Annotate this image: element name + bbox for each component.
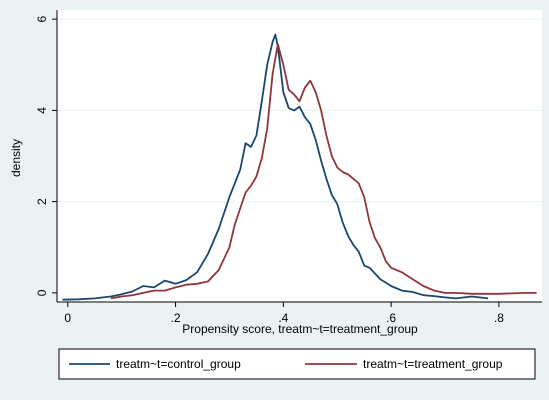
x-tick-label: 0 (64, 311, 71, 325)
legend-box (58, 348, 536, 380)
series-line-treatment (110, 43, 537, 300)
legend-label: treatm~t=treatment_group (363, 357, 503, 371)
series-layer (62, 33, 537, 301)
x-axis-ticks: 0 .2 .4 .6 .8 (64, 302, 504, 325)
legend: treatm~t=control_group treatm~t=treatment… (69, 357, 503, 371)
y-tick-label: 0 (35, 289, 49, 296)
y-tick-label: 2 (35, 198, 49, 205)
x-axis-title: Propensity score, treatm~t=treatment_gro… (182, 322, 418, 336)
x-tick-label: .6 (386, 311, 396, 325)
grid-lines (57, 18, 542, 203)
y-axis-ticks: 0 2 4 6 (35, 15, 57, 296)
x-tick-label: .2 (171, 311, 181, 325)
y-tick-label: 4 (35, 107, 49, 114)
legend-label: treatm~t=control_group (116, 357, 241, 371)
y-axis-title: density (9, 139, 23, 177)
plot-area (57, 10, 542, 302)
y-tick-label: 6 (35, 15, 49, 22)
x-tick-label: .4 (278, 311, 288, 325)
series-line-control (62, 33, 489, 301)
x-tick-label: .8 (494, 311, 504, 325)
